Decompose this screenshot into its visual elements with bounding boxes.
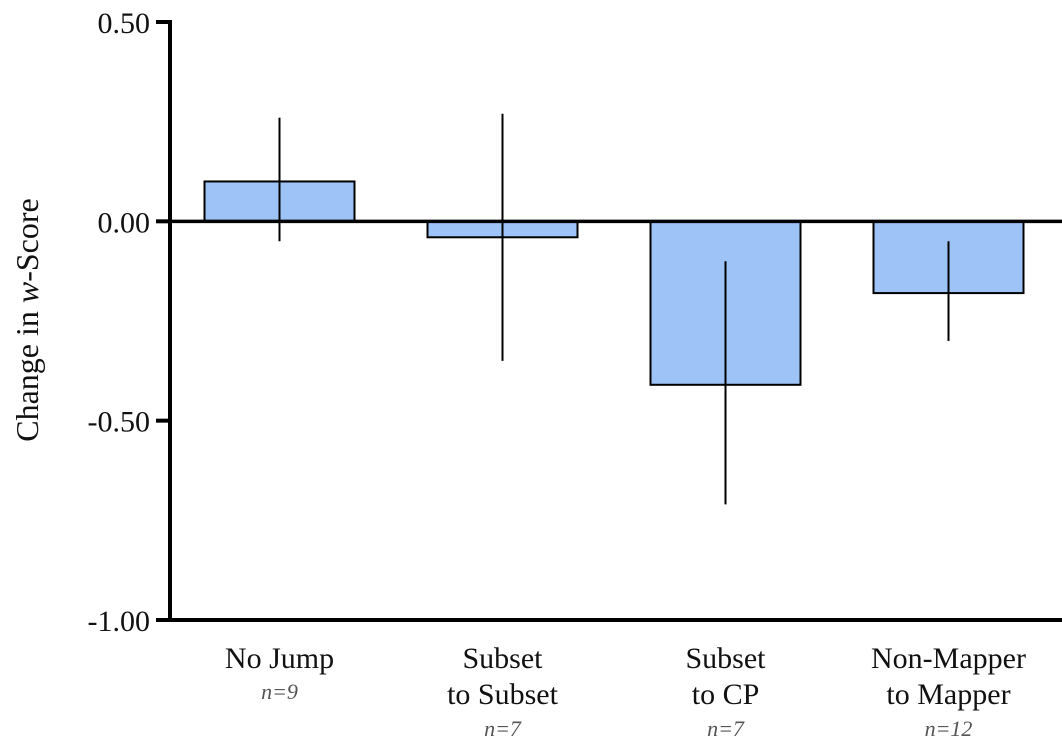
y-axis-ticks: 0.50 0.00 -0.50 -1.00: [88, 7, 170, 638]
y-tick-label: 0.50: [98, 7, 151, 40]
sample-size-label: n=9: [261, 679, 298, 704]
y-tick-label: -0.50: [88, 406, 151, 439]
sample-size-label: n=7: [707, 716, 745, 740]
category-label: to Mapper: [886, 678, 1010, 711]
bars: [203, 180, 1025, 386]
category-label: to CP: [692, 678, 760, 711]
sample-size-label: n=7: [484, 716, 522, 740]
error-bars: [278, 113, 950, 505]
category-label: No Jump: [225, 642, 334, 675]
category-label: Non-Mapper: [871, 642, 1026, 675]
y-axis-title: Change in w-Score: [9, 198, 45, 442]
category-label: Subset: [462, 642, 543, 675]
y-tick-label: -1.00: [88, 605, 151, 638]
category-label: Subset: [685, 642, 766, 675]
y-tick-label: 0.00: [98, 206, 151, 239]
category-label: to Subset: [447, 678, 559, 711]
sample-size-label: n=12: [925, 716, 973, 740]
